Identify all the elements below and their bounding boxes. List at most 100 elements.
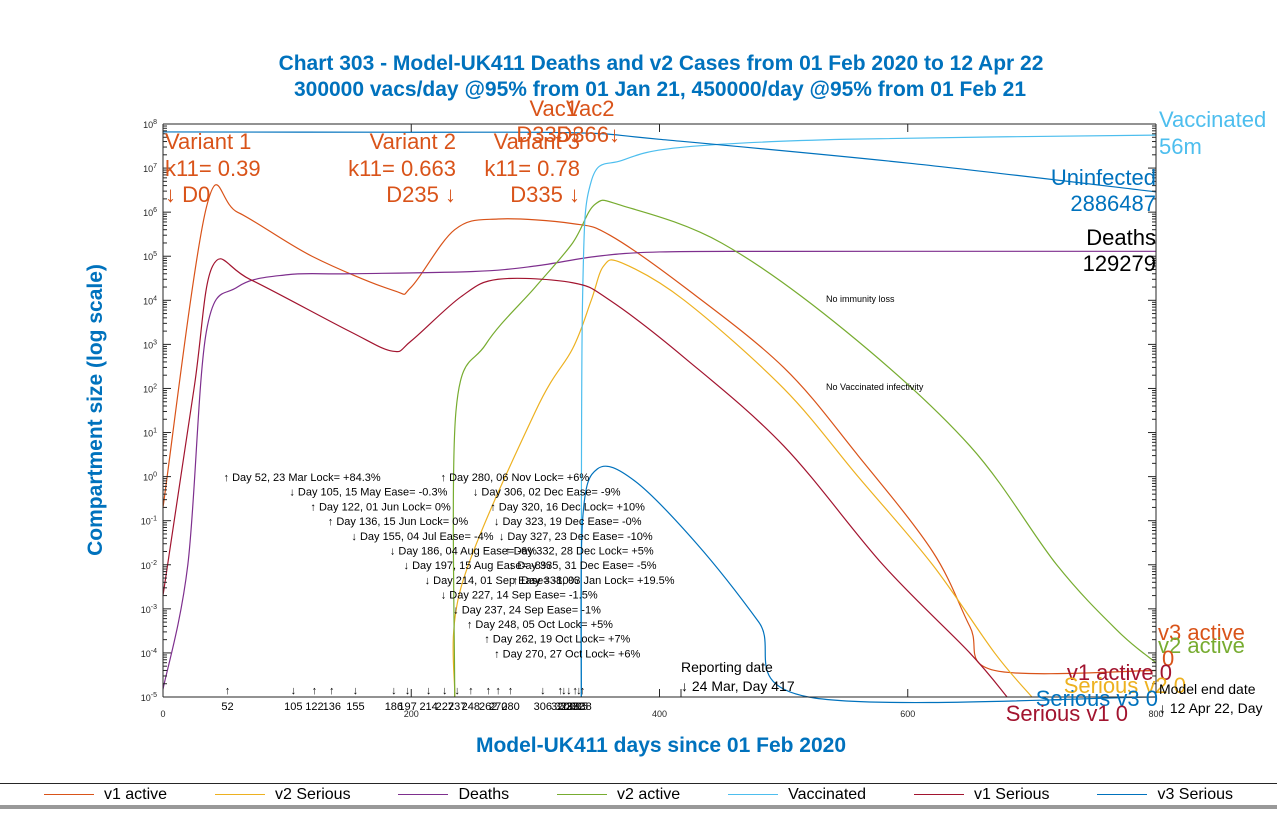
model-end-date-label: Model end date (1159, 681, 1256, 697)
intervention-day-label: 320 (551, 701, 569, 713)
v3-active-end-value: 0 (1162, 646, 1174, 671)
x-axis-label: Model-UK411 days since 01 Feb 2020 (476, 734, 846, 757)
intervention-arrow: ↑ (225, 685, 231, 697)
chart-subtitle: 300000 vacs/day @95% from 01 Jan 21, 450… (294, 78, 1026, 101)
intervention-day-label: 323 (555, 701, 573, 713)
legend-item-v1-serious[interactable]: v1 Serious (913, 785, 1050, 804)
intervention-label: ↑ Day 320, 16 Dec Lock= +10% (490, 501, 645, 513)
intervention-label: ↓ Day 214, 01 Sep Ease= -10% (425, 575, 579, 587)
series-line-v3-serious (580, 465, 1157, 704)
legend-label: v1 active (103, 785, 168, 803)
intervention-day-label: 248 (462, 701, 480, 713)
variant-3-name: Variant 3 (494, 129, 580, 154)
y-tick-label: 107 (143, 163, 157, 174)
legend-label: v1 Serious (973, 785, 1050, 803)
vac1-day-label: D335↓ (516, 122, 580, 147)
variant-2-k11: k11= 0.663 (348, 156, 456, 181)
y-tick-label: 10-2 (141, 560, 157, 571)
legend: v1 active v2 Serious Deaths v2 active Va… (0, 783, 1277, 809)
intervention-arrow: ↓ (561, 685, 567, 697)
intervention-label: ↑ Day 122, 01 Jun Lock= 0% (310, 501, 451, 513)
variant-1-day: ↓ D0 (165, 182, 210, 207)
intervention-arrow: ↓ (391, 685, 397, 697)
vaccine-labels: Vac1 Vac2 D335↓ D366↓ (516, 96, 620, 147)
uninfected-end-value: 2886487 (1070, 191, 1156, 216)
intervention-label: ↓ Day 306, 02 Dec Ease= -9% (473, 487, 621, 499)
y-tick-label: 101 (143, 428, 157, 439)
variant-1-name: Variant 1 (165, 129, 251, 154)
intervention-label: ↓ Day 155, 04 Jul Ease= -4% (351, 531, 493, 543)
y-ticks: 108 107 106 105 104 103 102 101 100 10-1 10-2 10-3 1… (141, 119, 1156, 703)
intervention-arrow: ↓ (454, 685, 460, 697)
variant-1-k11: k11= 0.39 (165, 156, 261, 181)
intervention-label: ↓ Day 197, 15 Aug Ease= -8% (404, 560, 551, 572)
intervention-arrow: ↑ (468, 685, 474, 697)
legend-label: Deaths (458, 785, 510, 803)
legend-item-v1-active[interactable]: v1 active (43, 785, 168, 804)
series-line-v2-active (452, 199, 1157, 698)
legend-item-v2-serious[interactable]: v2 Serious (214, 785, 351, 804)
variant-1-label: Variant 1 k11= 0.39 ↓ D0 (165, 129, 261, 207)
y-tick-label: 10-4 (141, 648, 157, 659)
series-line-v1-serious (162, 258, 1008, 698)
intervention-day-label: 335 (570, 701, 588, 713)
legend-swatch (214, 794, 265, 795)
series-line-vaccinated (580, 134, 1157, 698)
variant-3-day: D335 ↓ (510, 182, 580, 207)
intervention-label: ↓ Day 105, 15 May Ease= -0.3% (289, 487, 447, 499)
vac1-label: Vac1 (529, 96, 578, 121)
vac2-day-label: D366↓ (556, 122, 620, 147)
vaccinated-end-label: Vaccinated (1159, 107, 1266, 132)
intervention-label: ↓ Day 227, 14 Sep Ease= -1.5% (441, 590, 598, 602)
legend-item-vaccinated[interactable]: Vaccinated (728, 786, 866, 804)
intervention-day-label: 122 (305, 701, 323, 713)
legend-swatch (557, 794, 608, 795)
intervention-label: ↑ Day 270, 27 Oct Lock= +6% (494, 648, 640, 660)
y-tick-label: 10-5 (141, 692, 157, 703)
intervention-label: ↑ Day 280, 06 Nov Lock= +6% (441, 472, 590, 484)
legend-item-v3-serious[interactable]: v3 Serious (1097, 786, 1233, 804)
reporting-date-value: ↓ 24 Mar, Day 417 (681, 678, 795, 694)
intervention-arrow: ↓ (291, 685, 297, 697)
serious-v2-end-label: Serious v2 0 (1064, 673, 1186, 698)
intervention-label: ↓ Day 186, 04 Aug Ease= -6% (390, 546, 537, 558)
intervention-arrow: ↑ (508, 685, 514, 697)
x-ticks: 0 200 400 600 800 (160, 124, 1164, 719)
intervention-arrow: ↓ (405, 685, 411, 697)
legend-item-v2-active[interactable]: v2 active (557, 786, 680, 804)
v1-active-end-label: v1 active 0 (1067, 660, 1172, 685)
legend-label: v2 active (617, 785, 681, 803)
intervention-day-label: 227 (436, 701, 454, 713)
y-tick-label: 104 (143, 295, 157, 306)
intervention-day-label: 136 (323, 701, 341, 713)
x-tick-label: 200 (404, 709, 419, 719)
legend-label: Vaccinated (788, 785, 867, 803)
y-tick-label: 10-1 (141, 516, 157, 527)
variant-2-day: D235 ↓ (386, 182, 456, 207)
vac2-label: Vac2 (566, 96, 615, 121)
intervention-arrow: ↓ (540, 685, 546, 697)
x-tick-label: 400 (652, 709, 667, 719)
y-tick-label: 105 (143, 251, 157, 262)
intervention-arrow: ↑ (485, 685, 491, 697)
serious-v3-end-label: Serious v3 0 (1036, 686, 1158, 711)
legend-item-deaths[interactable]: Deaths (398, 786, 509, 804)
intervention-label: ↑ Day 136, 15 Jun Lock= 0% (328, 516, 469, 528)
vaccinated-end-value: 56m (1159, 134, 1202, 159)
deaths-end-label: Deaths (1086, 225, 1156, 250)
legend-label: v2 Serious (274, 785, 351, 803)
y-axis-label: Compartment size (log scale) (84, 264, 107, 556)
y-tick-label: 102 (143, 383, 157, 394)
intervention-day-label: 338 (573, 701, 591, 713)
intervention-label: ↓ Day 237, 24 Sep Ease= -1% (453, 604, 601, 616)
legend-swatch (728, 794, 779, 795)
model-end-date-value: ↓ 12 Apr 22, Day (1159, 700, 1263, 716)
intervention-day-label: 262 (479, 701, 497, 713)
intervention-day-label: 197 (398, 701, 416, 713)
intervention-label: ↑ Day 248, 05 Oct Lock= +5% (467, 619, 613, 631)
intervention-day-label: 327 (560, 701, 578, 713)
legend-label: v3 Serious (1157, 785, 1234, 803)
x-tick-label: 600 (900, 709, 915, 719)
intervention-label: ↑ Day 338, 03 Jan Lock= +19.5% (513, 575, 675, 587)
x-tick-label: 800 (1148, 709, 1163, 719)
